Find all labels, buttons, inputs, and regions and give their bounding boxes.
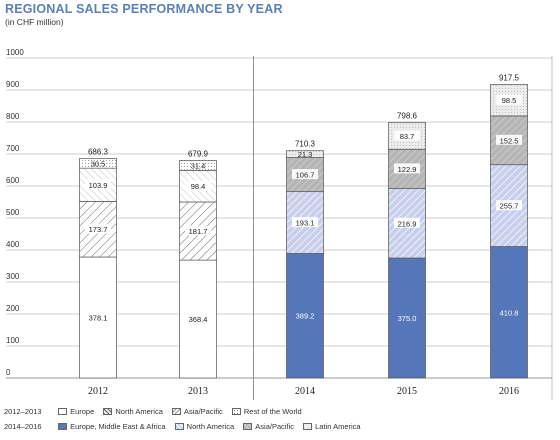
legend-item-north-america: North America bbox=[103, 407, 163, 416]
y-tick-label: 600 bbox=[6, 176, 20, 185]
x-tick-label: 2015 bbox=[397, 386, 417, 397]
chart-title: REGIONAL SALES PERFORMANCE BY YEAR bbox=[5, 2, 283, 16]
data-label: 389.2 bbox=[296, 312, 315, 321]
data-label: 410.8 bbox=[500, 308, 519, 317]
legend-item-label: Latin America bbox=[315, 422, 361, 431]
data-label: 181.7 bbox=[189, 227, 208, 236]
data-label: 103.9 bbox=[89, 181, 108, 190]
legend-swatch bbox=[172, 408, 181, 415]
x-tick-label: 2013 bbox=[188, 386, 208, 397]
legend-period-label: 2014–2016 bbox=[4, 422, 42, 431]
y-tick-label: 100 bbox=[6, 336, 20, 345]
y-tick-label: 1000 bbox=[6, 48, 24, 57]
data-label-bg bbox=[496, 200, 522, 211]
data-label-bg bbox=[496, 134, 522, 145]
data-label-bg bbox=[85, 223, 111, 234]
data-label: 98.5 bbox=[502, 96, 517, 105]
data-label: 83.7 bbox=[400, 132, 415, 141]
chart-subtitle: (in CHF million) bbox=[5, 17, 64, 27]
legend-item-rest-of-world: Rest of the World bbox=[231, 407, 302, 416]
data-label: 173.7 bbox=[89, 225, 108, 234]
legend-item-emea: Europe, Middle East & Africa bbox=[58, 422, 166, 431]
legend-period-label: 2012–2013 bbox=[4, 407, 42, 416]
data-label-bg bbox=[185, 225, 211, 236]
legend-swatch bbox=[103, 408, 113, 415]
legend-swatch bbox=[58, 408, 68, 415]
data-label-bg bbox=[85, 179, 111, 190]
legend-swatch bbox=[243, 423, 253, 430]
x-tick-label: 2016 bbox=[499, 386, 519, 397]
legend-2014-2016: 2014–2016 Europe, Middle East & Africa N… bbox=[4, 422, 368, 431]
y-tick-label: 500 bbox=[6, 208, 20, 217]
legend-item-north-america: North America bbox=[174, 422, 235, 431]
y-tick-label: 700 bbox=[6, 144, 20, 153]
legend-swatch bbox=[303, 423, 313, 430]
bar-segment bbox=[388, 257, 426, 379]
total-label: 686.3 bbox=[88, 147, 109, 156]
data-label: 378.1 bbox=[89, 314, 108, 323]
y-tick-label: 300 bbox=[6, 272, 20, 281]
data-label: 193.1 bbox=[296, 219, 315, 228]
legend-swatch bbox=[174, 423, 184, 430]
bar-segment bbox=[490, 246, 528, 379]
bar-segment bbox=[79, 158, 117, 169]
legend-item-label: Rest of the World bbox=[243, 407, 302, 416]
legend-item-europe: Europe bbox=[58, 407, 94, 416]
x-tick-label: 2012 bbox=[88, 386, 108, 397]
data-label-bg bbox=[292, 169, 318, 180]
legend-item-label: Europe bbox=[70, 407, 95, 416]
total-label: 917.5 bbox=[499, 73, 520, 82]
total-label: 798.6 bbox=[397, 111, 418, 120]
y-tick-label: 900 bbox=[6, 80, 20, 89]
y-tick-label: 800 bbox=[6, 112, 20, 121]
data-label-bg bbox=[185, 313, 211, 324]
legend-item-asia-pacific: Asia/Pacific bbox=[243, 422, 294, 431]
data-label-bg bbox=[85, 312, 111, 323]
legend-item-label: North America bbox=[186, 422, 235, 431]
y-tick-label: 400 bbox=[6, 240, 20, 249]
data-label-bg bbox=[394, 163, 420, 174]
data-label-bg bbox=[394, 130, 420, 141]
legend-item-latin-america: Latin America bbox=[303, 422, 361, 431]
legend-swatch bbox=[231, 408, 241, 415]
bar-segment bbox=[286, 150, 324, 158]
bar-segment bbox=[179, 160, 217, 171]
data-label: 368.4 bbox=[189, 315, 208, 324]
y-tick-label: 200 bbox=[6, 304, 20, 313]
x-tick-label: 2014 bbox=[295, 386, 315, 397]
legend-item-label: North America bbox=[115, 407, 163, 416]
data-label: 255.7 bbox=[500, 202, 519, 211]
data-label-bg bbox=[394, 217, 420, 228]
legend-item-label: Asia/Pacific bbox=[255, 422, 295, 431]
legend-item-label: Asia/Pacific bbox=[184, 407, 223, 416]
data-label: 375.0 bbox=[398, 314, 417, 323]
legend-2012-2013: 2012–2013 Europe North America Asia/Paci… bbox=[4, 407, 309, 416]
data-label: 216.9 bbox=[398, 219, 417, 228]
data-label-bg bbox=[292, 217, 318, 228]
data-label-bg bbox=[185, 180, 211, 191]
data-label: 106.7 bbox=[296, 171, 315, 180]
data-label: 31.4 bbox=[191, 161, 206, 170]
y-tick-label: 0 bbox=[6, 368, 11, 377]
data-label: 30.5 bbox=[91, 159, 106, 168]
total-label: 679.9 bbox=[188, 149, 209, 158]
legend-item-asia-pacific: Asia/Pacific bbox=[172, 407, 223, 416]
data-label-bg bbox=[496, 94, 522, 105]
data-label: 152.5 bbox=[500, 136, 519, 145]
legend-item-label: Europe, Middle East & Africa bbox=[70, 422, 166, 431]
data-label: 98.4 bbox=[191, 182, 206, 191]
total-label: 710.3 bbox=[295, 140, 316, 149]
bar-segment bbox=[286, 253, 324, 379]
data-label: 21.3 bbox=[298, 150, 313, 159]
data-label: 122.9 bbox=[398, 165, 417, 174]
legend-swatch bbox=[58, 423, 68, 430]
